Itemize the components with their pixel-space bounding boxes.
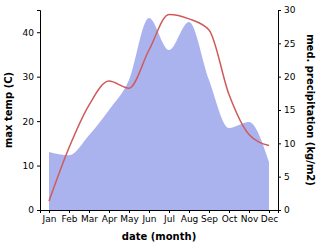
tick: Nov [241, 210, 259, 224]
tick-label: Feb [62, 214, 78, 224]
axis-line [279, 11, 282, 211]
tick: 30 [23, 72, 40, 82]
tick: Feb [62, 210, 78, 224]
tick-label: Dec [261, 214, 278, 224]
tick-label: 10 [23, 161, 35, 171]
tick-mark [209, 210, 210, 213]
tick-label: Nov [241, 214, 259, 224]
tick-mark [278, 177, 281, 178]
chart: Jan FebMar AprMayJun Jul AugSep OctNovDec 0 10 2… [0, 0, 318, 247]
tick: May [120, 210, 139, 224]
tick-mark [278, 43, 281, 44]
tick: Oct [222, 210, 238, 224]
tick: 5 [278, 172, 290, 182]
y-axis-title: max temp (C) [3, 72, 14, 148]
precipitation-area [49, 18, 269, 210]
tick: Jul [163, 210, 175, 224]
tick-mark [269, 210, 270, 213]
tick-label: 30 [284, 5, 296, 15]
tick-mark [129, 210, 130, 213]
temperature-line [49, 14, 269, 201]
tick-label: Jul [163, 214, 175, 224]
tick-label: Mar [81, 214, 98, 224]
tick-mark [278, 143, 281, 144]
tick-mark [149, 210, 150, 213]
tick: 20 [23, 116, 40, 126]
tick: 0 [278, 205, 290, 215]
y2-axis-title: med. precipitation (kg/m2) [305, 34, 316, 186]
tick-label: 20 [23, 116, 35, 126]
tick: 0 [28, 205, 40, 215]
tick: 25 [278, 39, 295, 49]
tick-mark [37, 121, 40, 122]
axis-line [37, 11, 41, 211]
tick-mark [37, 166, 40, 167]
tick-label: Aug [181, 214, 199, 224]
tick-mark [169, 210, 170, 213]
x-axis: Jan FebMar AprMayJun Jul AugSep OctNovDec [41, 210, 279, 224]
tick: Dec [261, 210, 278, 224]
tick-mark [37, 77, 40, 78]
y-axis: 0 10 20 30 40 [23, 11, 41, 216]
tick-label: 30 [23, 72, 35, 82]
tick: Jun [141, 210, 156, 224]
tick: 15 [278, 105, 295, 115]
tick-label: 10 [284, 139, 296, 149]
tick-label: 15 [284, 105, 295, 115]
tick-mark [89, 210, 90, 213]
y2-axis: 0 5 10 15 20 25 30 [278, 5, 296, 215]
tick-mark [249, 210, 250, 213]
tick-label: Sep [201, 214, 218, 224]
tick-label: Apr [102, 214, 118, 224]
tick: Aug [181, 210, 199, 224]
x-axis-title: date (month) [122, 231, 196, 242]
tick: Jan [42, 210, 57, 224]
tick-mark [37, 210, 40, 211]
tick: 40 [23, 28, 40, 38]
tick-mark [229, 210, 230, 213]
tick-label: 40 [23, 28, 35, 38]
tick-label: May [120, 214, 139, 224]
tick: 20 [278, 72, 296, 82]
axis-line [41, 211, 279, 214]
tick: Sep [201, 210, 218, 224]
tick-mark [37, 32, 40, 33]
tick-label: 20 [284, 72, 296, 82]
tick-mark [278, 210, 281, 211]
tick-mark [278, 110, 281, 111]
tick: 30 [278, 5, 296, 15]
tick-label: Oct [222, 214, 238, 224]
tick-mark [49, 210, 50, 213]
tick-label: 0 [284, 205, 290, 215]
tick-mark [109, 210, 110, 213]
tick: 10 [23, 161, 40, 171]
tick: Apr [102, 210, 118, 224]
tick-label: 5 [284, 172, 290, 182]
tick-mark [189, 210, 190, 213]
tick-label: Jan [42, 214, 57, 224]
tick-mark [278, 77, 281, 78]
tick: 10 [278, 139, 296, 149]
tick-mark [69, 210, 70, 213]
tick-label: 25 [284, 39, 295, 49]
plot-area [49, 14, 269, 210]
tick-mark [278, 10, 281, 11]
tick-label: Jun [141, 214, 156, 224]
tick: Mar [81, 210, 98, 224]
tick-label: 0 [28, 205, 34, 215]
